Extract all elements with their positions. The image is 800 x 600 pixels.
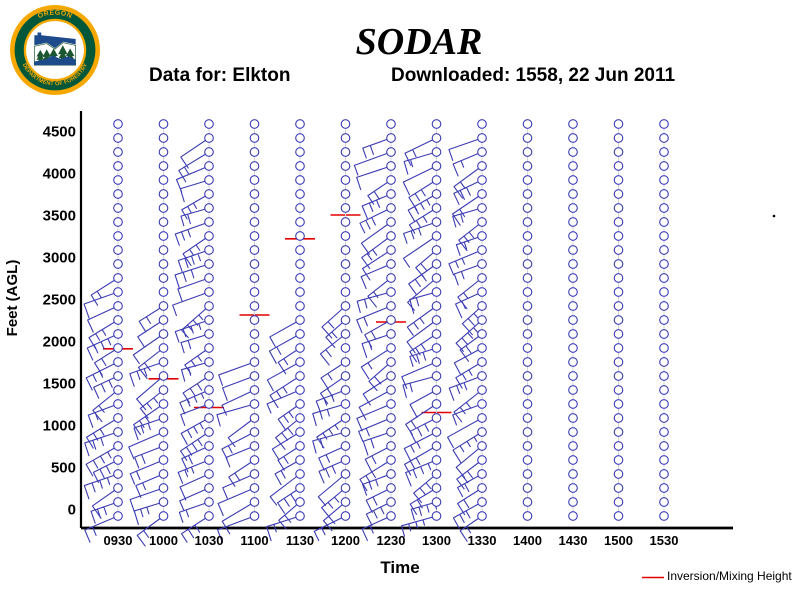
svg-text:2500: 2500 — [43, 292, 76, 309]
svg-text:500: 500 — [51, 460, 76, 477]
svg-text:4500: 4500 — [43, 124, 76, 141]
svg-text:3000: 3000 — [43, 250, 76, 267]
svg-text:1000: 1000 — [43, 418, 76, 435]
svg-text:2000: 2000 — [43, 334, 76, 351]
svg-text:0: 0 — [68, 502, 76, 519]
svg-text:Feet (AGL): Feet (AGL) — [4, 260, 21, 337]
svg-text:1500: 1500 — [43, 376, 76, 393]
svg-text:3500: 3500 — [43, 208, 76, 225]
svg-text:4000: 4000 — [43, 166, 76, 183]
